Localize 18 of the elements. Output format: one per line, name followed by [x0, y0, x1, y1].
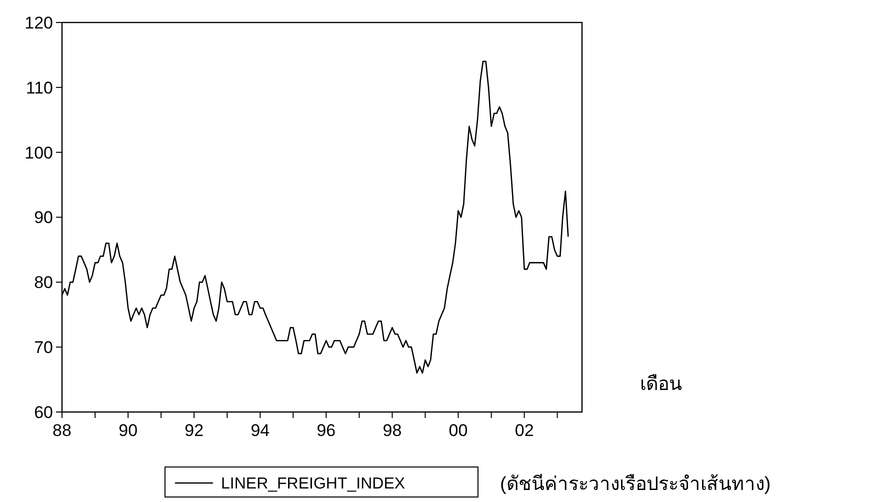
- x-tick-label: 00: [448, 421, 468, 440]
- x-tick-label: 90: [118, 421, 138, 440]
- y-tick-label: 70: [34, 338, 53, 358]
- y-tick-label: 100: [24, 143, 53, 162]
- y-tick-label: 110: [26, 78, 53, 98]
- legend-label: LINER_FREIGHT_INDEX: [221, 476, 406, 493]
- x-tick-label: 88: [52, 421, 72, 440]
- y-tick-label: 60: [34, 402, 53, 422]
- x-tick-label: 94: [250, 421, 270, 440]
- x-axis-title: เดือน: [640, 374, 682, 395]
- x-tick-label: 96: [316, 421, 336, 440]
- text: (ดัชนีค่าระวางเรือประจำเส้นทาง): [500, 473, 771, 495]
- x-tick-label: 98: [382, 421, 402, 440]
- x-tick-label: 92: [184, 421, 204, 440]
- y-tick-label: 120: [24, 13, 53, 32]
- y-tick-label: 80: [34, 273, 53, 292]
- x-tick-label: 02: [514, 421, 534, 440]
- y-tick-label: 90: [34, 208, 53, 228]
